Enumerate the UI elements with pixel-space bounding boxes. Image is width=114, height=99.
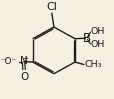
Text: OH: OH [90,27,104,36]
Text: +: + [22,56,28,62]
Text: OH: OH [90,40,104,49]
Text: B: B [82,32,90,45]
Text: Cl: Cl [45,2,56,12]
Text: N: N [19,56,27,66]
Text: CH₃: CH₃ [83,60,101,69]
Text: ⁻O⁻: ⁻O⁻ [0,57,16,66]
Text: O: O [20,72,28,82]
